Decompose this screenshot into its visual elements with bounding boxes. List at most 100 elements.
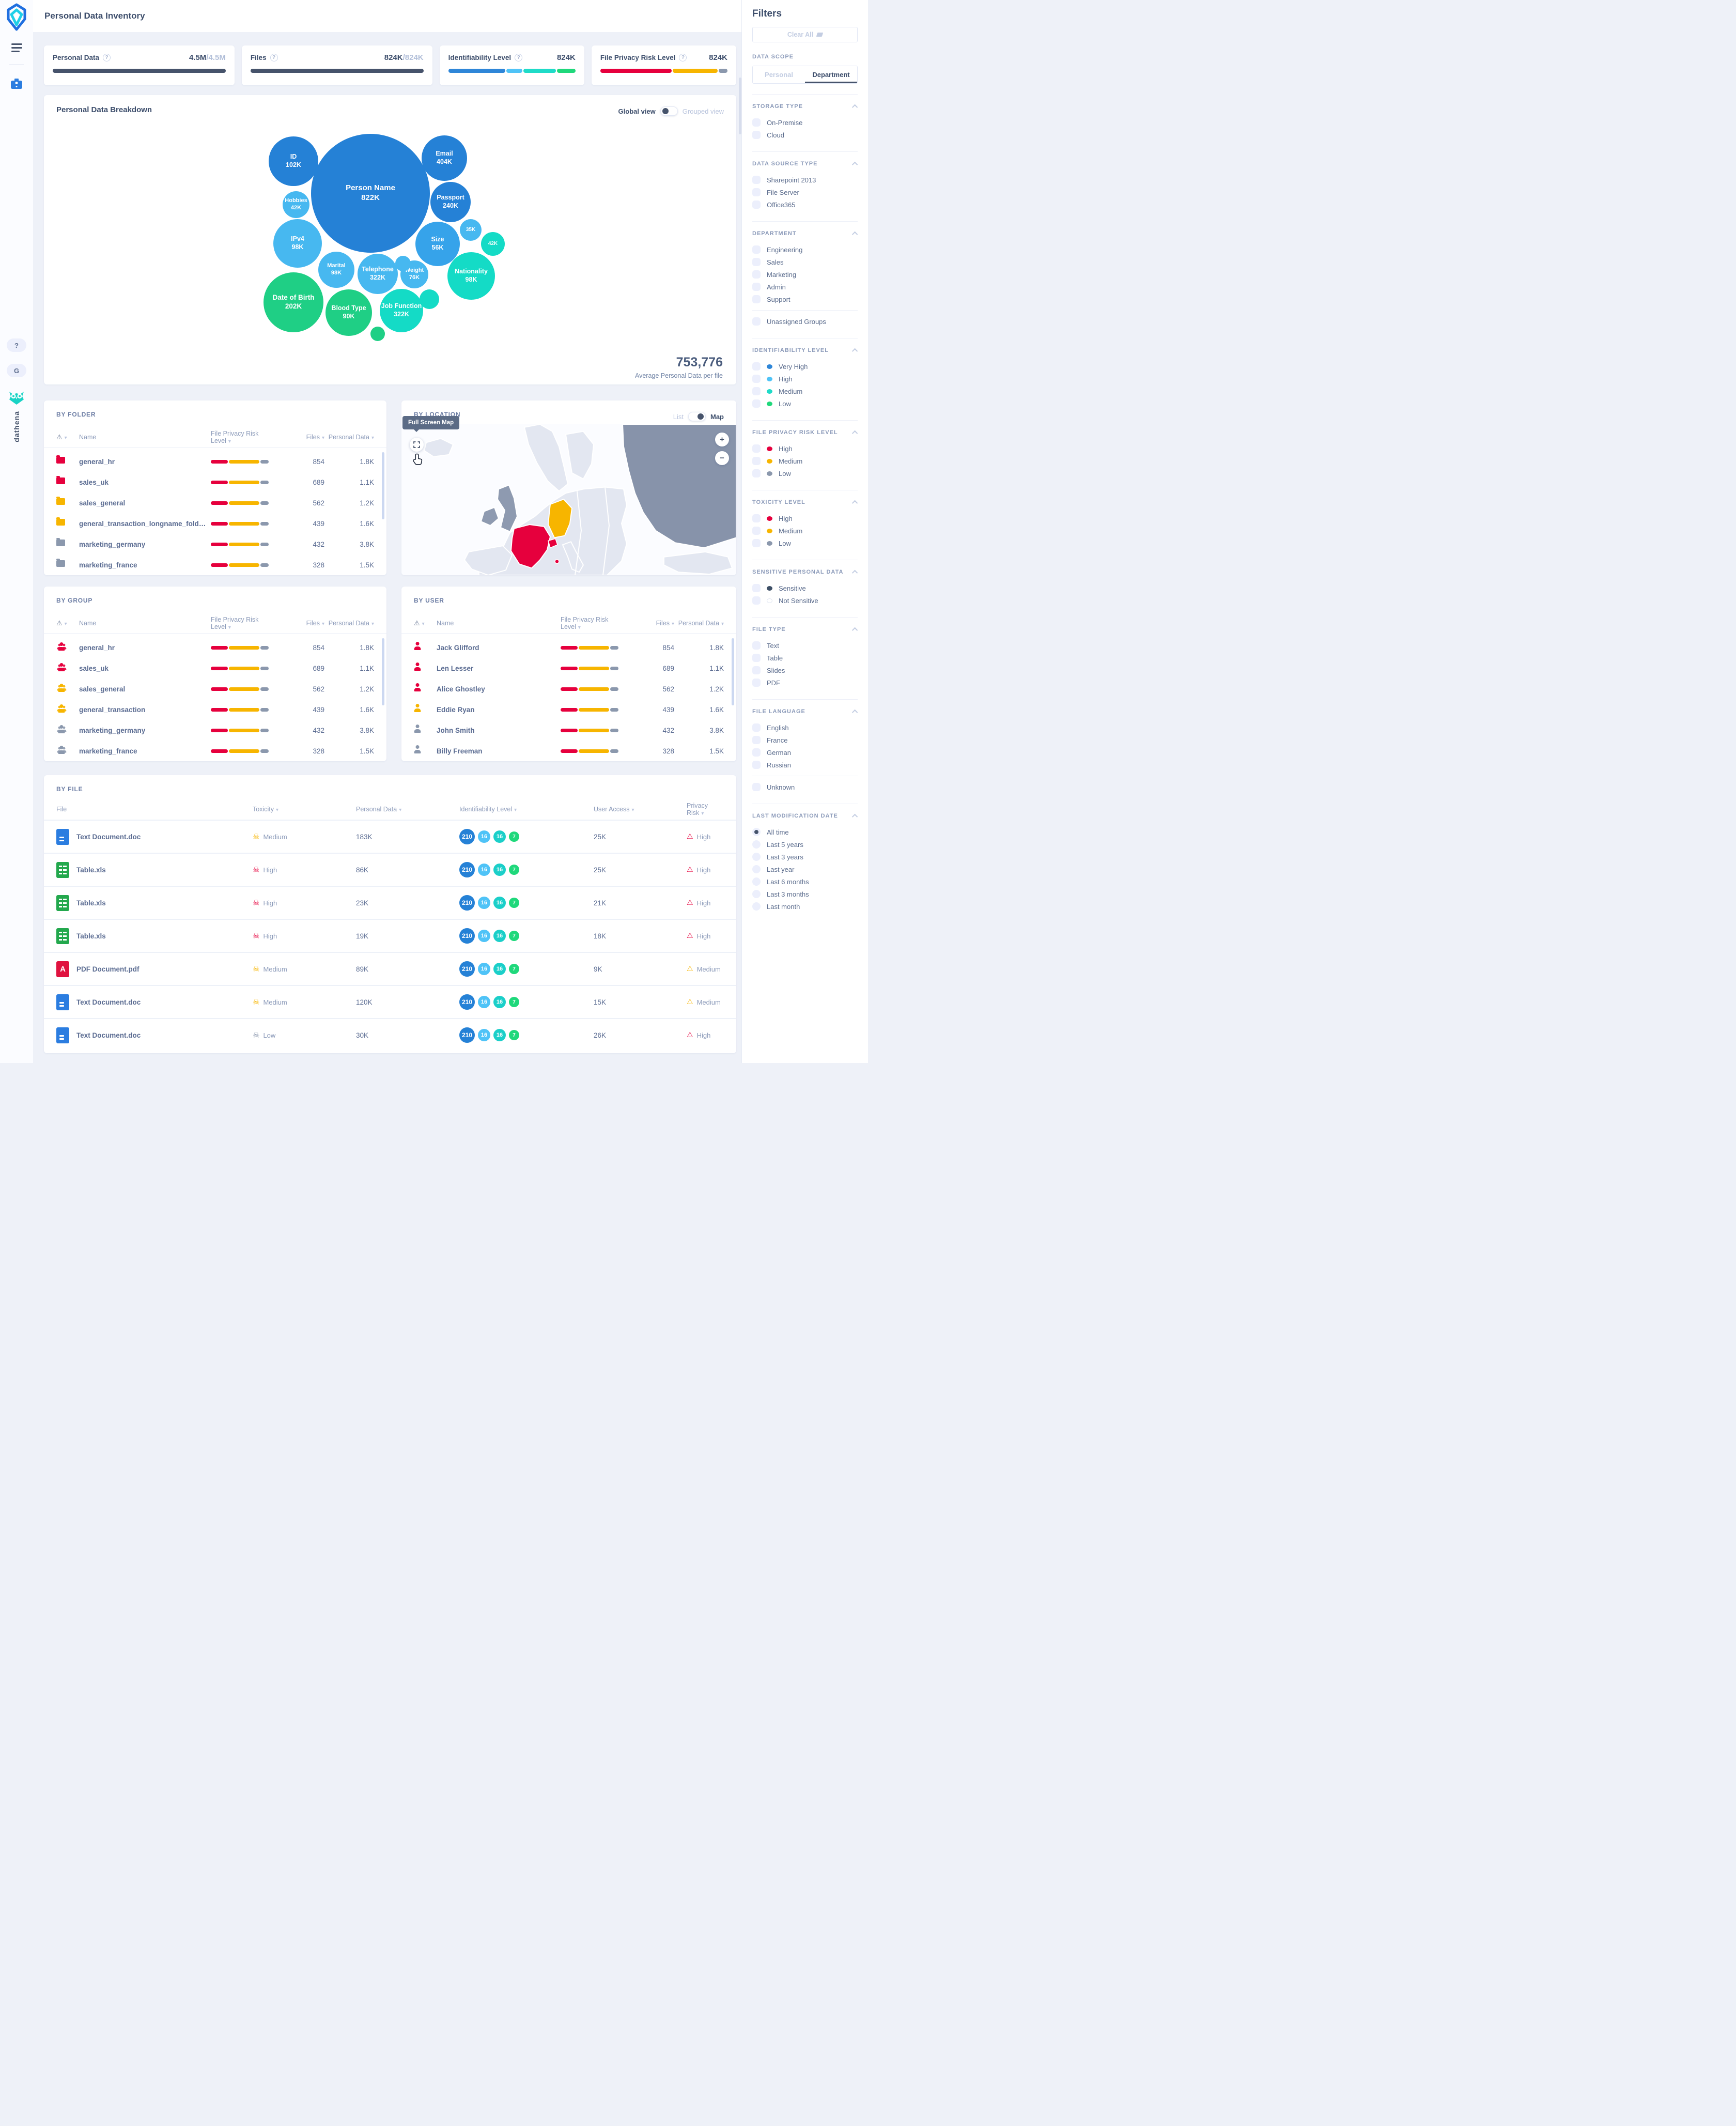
filter-section-header[interactable]: DEPARTMENT	[752, 230, 858, 238]
list-item[interactable]: Len Lesser 689 1.1K	[414, 658, 724, 679]
column-personal-data[interactable]: Personal Data	[324, 620, 374, 627]
filter-option[interactable]: Sales	[752, 256, 858, 268]
checkbox[interactable]	[752, 514, 761, 522]
identifiability-badge[interactable]: 7	[509, 898, 519, 908]
group-list-scrollbar[interactable]	[382, 638, 384, 705]
list-item[interactable]: marketing_france 328 1.5K	[56, 741, 374, 761]
filter-option[interactable]: High	[752, 512, 858, 525]
list-view-label[interactable]: List	[673, 412, 684, 421]
column-name[interactable]: Name	[79, 620, 97, 627]
map-country-iceland[interactable]	[423, 438, 454, 457]
hamburger-menu-icon[interactable]	[11, 43, 22, 52]
radio-selected[interactable]	[752, 828, 761, 836]
clear-all-button[interactable]: Clear All	[752, 27, 858, 42]
list-item[interactable]: general_hr 854 1.8K	[56, 637, 374, 658]
list-item[interactable]: marketing_germany 432 3.8K	[56, 534, 374, 554]
column-identifiability[interactable]: Identifiability Level	[459, 806, 594, 813]
radio-unselected[interactable]	[752, 890, 761, 898]
list-item[interactable]: Eddie Ryan 439 1.6K	[414, 699, 724, 720]
bubble-passport[interactable]: Passport 240K	[430, 182, 471, 222]
checkbox[interactable]	[752, 270, 761, 279]
map-country-italy[interactable]	[562, 541, 584, 573]
filter-option[interactable]: Last 5 years	[752, 838, 858, 851]
filter-option[interactable]: High	[752, 442, 858, 455]
risk-sort-icon[interactable]	[56, 620, 63, 627]
checkbox[interactable]	[752, 118, 761, 127]
list-item[interactable]: general_hr 854 1.8K	[56, 451, 374, 472]
column-name[interactable]: Name	[437, 620, 454, 627]
bubble-person-name[interactable]: Person Name 822K	[311, 134, 430, 253]
bubble-id[interactable]: ID 102K	[269, 136, 318, 186]
map-view-label[interactable]: Map	[710, 412, 724, 421]
filter-option[interactable]: On-Premise	[752, 116, 858, 129]
app-logo-icon[interactable]	[6, 3, 27, 34]
filter-option[interactable]: Low	[752, 397, 858, 410]
filter-option[interactable]: Russian	[752, 759, 858, 771]
filter-option[interactable]: Sharepoint 2013	[752, 174, 858, 186]
filter-option[interactable]: Unassigned Groups	[752, 315, 858, 328]
identifiability-badge[interactable]: 7	[509, 931, 519, 941]
identifiability-badge[interactable]: 16	[493, 1029, 506, 1041]
europe-map[interactable]: Full Screen Map + −	[401, 416, 736, 575]
filter-option[interactable]: Office365	[752, 198, 858, 211]
column-privacy-risk[interactable]: Privacy Risk	[687, 802, 724, 816]
identifiability-badge[interactable]: 16	[478, 996, 490, 1008]
filter-option[interactable]: Sensitive	[752, 582, 858, 594]
checkbox[interactable]	[752, 201, 761, 209]
list-item[interactable]: sales_uk 689 1.1K	[56, 472, 374, 492]
stat-card[interactable]: Files? 824K/824K	[241, 45, 432, 85]
checkbox[interactable]	[752, 283, 761, 291]
map-country-finland[interactable]	[565, 430, 595, 480]
identifiability-badge[interactable]: 210	[459, 1027, 475, 1043]
filter-option[interactable]: PDF	[752, 676, 858, 689]
filter-option[interactable]: Table	[752, 652, 858, 664]
identifiability-badge[interactable]: 16	[478, 864, 490, 876]
filter-option[interactable]: Admin	[752, 281, 858, 293]
bubble-small[interactable]	[370, 327, 385, 341]
identifiability-badge[interactable]: 210	[459, 961, 475, 977]
checkbox[interactable]	[752, 761, 761, 769]
filter-option[interactable]: Last 6 months	[752, 875, 858, 888]
identifiability-badge[interactable]: 16	[493, 930, 506, 942]
list-item[interactable]: marketing_germany 432 3.8K	[56, 720, 374, 741]
filter-option[interactable]: German	[752, 746, 858, 759]
checkbox[interactable]	[752, 654, 761, 662]
filter-section-header[interactable]: DATA SOURCE TYPE	[752, 161, 858, 168]
identifiability-badge[interactable]: 16	[478, 897, 490, 909]
bubble-date-of-birth[interactable]: Date of Birth 202K	[264, 272, 323, 332]
map-country-france[interactable]	[510, 524, 551, 569]
help-circle-icon[interactable]: ?	[270, 54, 278, 61]
checkbox[interactable]	[752, 748, 761, 757]
checkbox[interactable]	[752, 245, 761, 254]
identifiability-badge[interactable]: 16	[493, 963, 506, 975]
column-file[interactable]: File	[56, 806, 67, 813]
filter-option[interactable]: Last year	[752, 863, 858, 875]
bubble-nationality[interactable]: Nationality 98K	[447, 252, 495, 300]
map-country-russia[interactable]	[622, 424, 736, 549]
radio-unselected[interactable]	[752, 877, 761, 886]
filter-option[interactable]: France	[752, 734, 858, 746]
column-personal-data[interactable]: Personal Data	[324, 434, 374, 441]
checkbox[interactable]	[752, 736, 761, 744]
column-name[interactable]: Name	[79, 434, 97, 441]
filter-section-header[interactable]: FILE PRIVACY RISK LEVEL	[752, 429, 858, 437]
filter-option[interactable]: Low	[752, 537, 858, 549]
bubble-blood-type[interactable]: Blood Type 90K	[326, 289, 372, 336]
filter-option[interactable]: Unknown	[752, 781, 858, 793]
checkbox[interactable]	[752, 362, 761, 371]
checkbox[interactable]	[752, 375, 761, 383]
map-zoom-out-button[interactable]: −	[715, 451, 729, 465]
filter-section-header[interactable]: FILE LANGUAGE	[752, 708, 858, 716]
bubble-marital[interactable]: Marital 98K	[318, 252, 354, 288]
checkbox[interactable]	[752, 387, 761, 395]
global-view-label[interactable]: Global view	[618, 107, 656, 115]
column-personal-data[interactable]: Personal Data	[674, 620, 724, 627]
list-item[interactable]: sales_general 562 1.2K	[56, 492, 374, 513]
bubble-email[interactable]: Email 404K	[422, 135, 467, 181]
identifiability-badge[interactable]: 16	[493, 897, 506, 909]
identifiability-badge[interactable]: 7	[509, 997, 519, 1007]
stat-card[interactable]: File Privacy Risk Level? 824K	[591, 45, 736, 85]
list-item[interactable]: sales_general 562 1.2K	[56, 679, 374, 699]
help-icon[interactable]: ?	[7, 338, 26, 352]
filter-option[interactable]: Cloud	[752, 129, 858, 141]
